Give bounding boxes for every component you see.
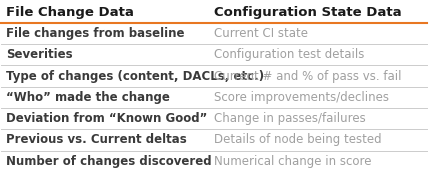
Text: Deviation from “Known Good”: Deviation from “Known Good”: [6, 112, 207, 125]
Text: Change in passes/failures: Change in passes/failures: [214, 112, 366, 125]
Text: Numerical change in score: Numerical change in score: [214, 155, 372, 168]
Text: Number of changes discovered: Number of changes discovered: [6, 155, 211, 168]
Text: “Who” made the change: “Who” made the change: [6, 91, 170, 104]
Text: Severities: Severities: [6, 48, 72, 61]
Text: Configuration State Data: Configuration State Data: [214, 6, 402, 19]
Text: Details of node being tested: Details of node being tested: [214, 133, 382, 146]
Text: Configuration test details: Configuration test details: [214, 48, 365, 61]
Text: Type of changes (content, DACLs, etc.): Type of changes (content, DACLs, etc.): [6, 70, 264, 82]
Text: Current CI state: Current CI state: [214, 27, 308, 40]
Text: Previous vs. Current deltas: Previous vs. Current deltas: [6, 133, 186, 146]
Text: Current # and % of pass vs. fail: Current # and % of pass vs. fail: [214, 70, 402, 82]
Text: File changes from baseline: File changes from baseline: [6, 27, 184, 40]
Text: Score improvements/declines: Score improvements/declines: [214, 91, 389, 104]
Text: File Change Data: File Change Data: [6, 6, 134, 19]
